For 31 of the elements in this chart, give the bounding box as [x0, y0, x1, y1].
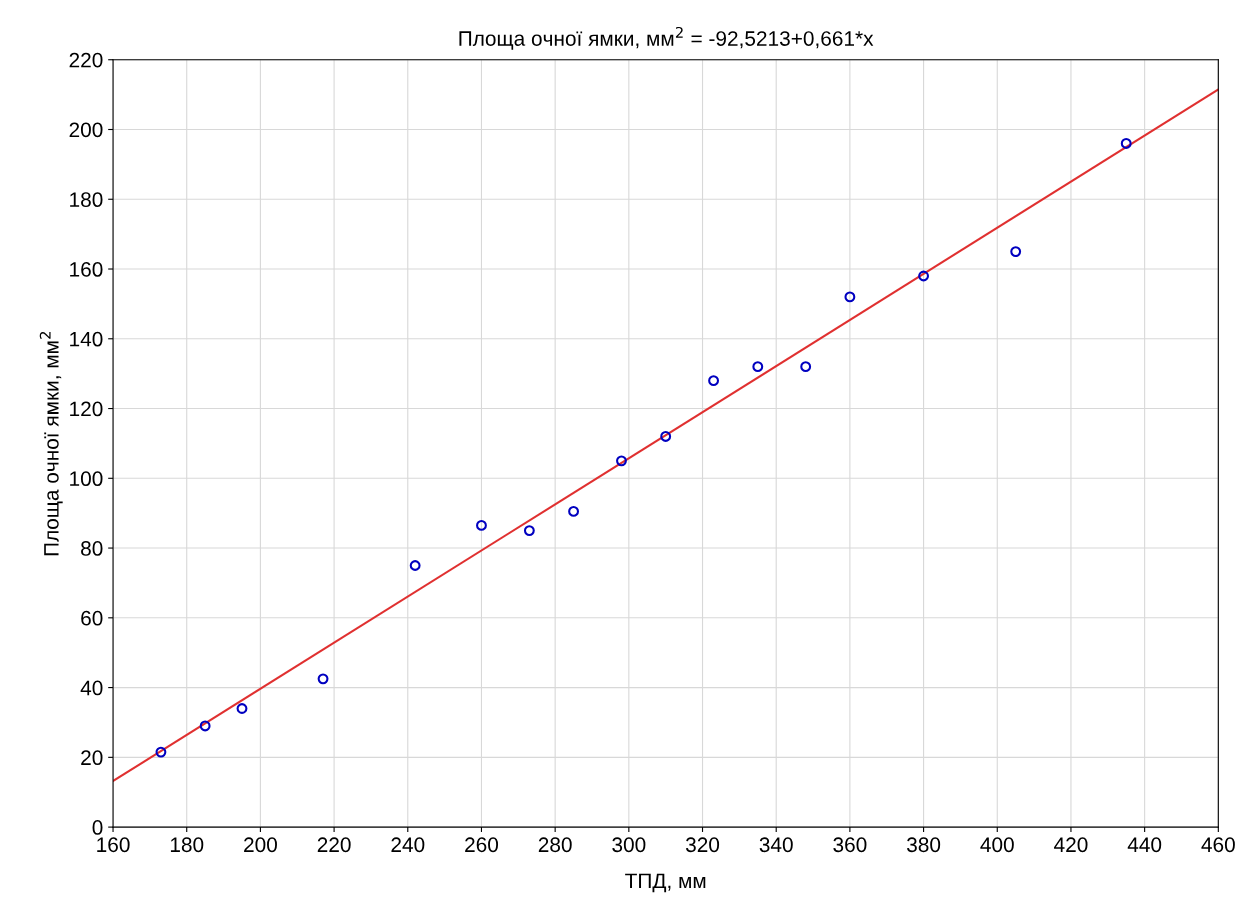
y-tick-label: 40	[80, 680, 103, 696]
y-tick-label: 60	[81, 610, 103, 626]
x-tick-label: 300	[612, 837, 646, 853]
x-tick-label: 380	[907, 837, 941, 853]
y-tick-label: 20	[81, 750, 103, 766]
x-tick-label: 320	[685, 837, 720, 853]
y-tick-label: 200	[69, 122, 103, 138]
x-tick-label: 160	[97, 837, 130, 853]
x-tick-label: 280	[538, 837, 572, 853]
y-tick-label: 140	[70, 331, 103, 347]
x-tick-label: 420	[1054, 837, 1088, 853]
x-tick-label: 240	[391, 837, 425, 853]
x-tick-label: 220	[317, 837, 351, 853]
y-tick-label: 180	[70, 192, 103, 208]
x-tick-label: 200	[244, 837, 277, 853]
chart-title: Площа очної ямки, мм$^{2}$ = -92,5213+0,661*x	[459, 26, 874, 50]
y-tick-label: 220	[69, 52, 103, 68]
y-tick-label: 120	[70, 401, 103, 417]
y-tick-label: 0	[92, 820, 103, 835]
y-tick-label: 100	[70, 471, 103, 487]
x-tick-label: 260	[465, 837, 499, 853]
x-tick-label: 440	[1127, 837, 1162, 853]
x-tick-label: 400	[980, 837, 1014, 853]
y-tick-label: 80	[81, 541, 103, 556]
y-axis-title: Площа очної ямки, мм$^{2}$	[39, 332, 63, 556]
x-axis-title: ТПД, мм	[625, 873, 706, 893]
x-tick-label: 340	[759, 837, 793, 853]
x-tick-label: 180	[170, 837, 204, 853]
x-tick-label: 460	[1201, 837, 1235, 853]
y-tick-label: 160	[70, 262, 103, 277]
x-tick-label: 360	[833, 837, 867, 853]
